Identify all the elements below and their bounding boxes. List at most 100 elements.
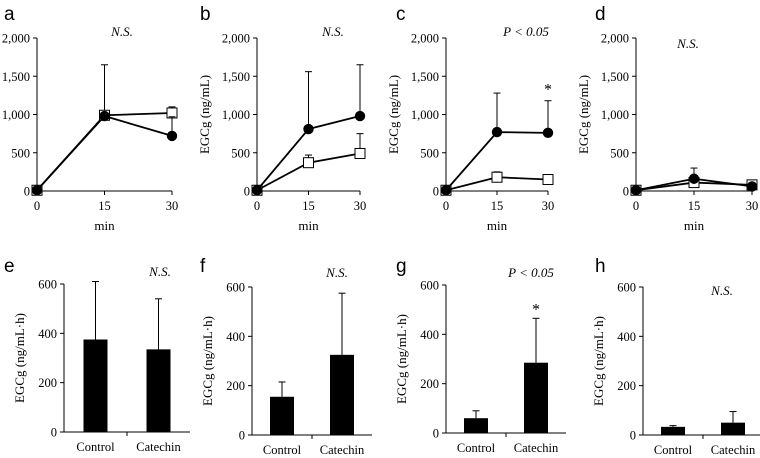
y-tick-label: 400: [420, 328, 439, 342]
y-tick-label: 0: [433, 185, 439, 199]
x-category-label: Control: [654, 443, 693, 457]
series-open-square: [31, 64, 178, 196]
y-tick-label: 0: [433, 427, 439, 441]
y-axis-label: EGCg (ng/mL·h): [12, 313, 27, 403]
bar: [661, 426, 685, 435]
y-tick-label: 200: [38, 376, 57, 390]
panel-c: c P < 0.05 0 500 1,000 1,500 2,000 EGCg (ng/mL)…: [386, 4, 554, 233]
significance-annotation: N.S.: [325, 265, 348, 280]
x-category-label: Control: [76, 440, 115, 454]
y-tick-label: 500: [11, 146, 30, 160]
significance-annotation: P < 0.05: [502, 24, 549, 39]
data-point: [542, 127, 554, 139]
y-tick-label: 1,500: [601, 70, 629, 84]
panel-letter: c: [396, 4, 406, 25]
significance-annotation: N.S.: [148, 264, 171, 279]
data-point: [354, 110, 366, 122]
bar: [721, 422, 745, 435]
y-axis-label: EGCg (ng/mL·h): [591, 316, 606, 406]
data-point: [688, 173, 700, 184]
y-axis-label: EGCg (ng/mL): [386, 75, 401, 154]
x-axis-label: min: [487, 218, 508, 233]
panel-f: f N.S. 0 200 400 600 EGCg (ng/mL·h) Control Cate…: [200, 256, 372, 457]
x-tick-label: 0: [443, 199, 449, 213]
x-axis-label: min: [298, 218, 319, 233]
x-category-label: Catechin: [136, 440, 181, 454]
x-tick-label: 15: [98, 199, 111, 213]
data-point: [251, 185, 263, 196]
y-tick-label: 400: [617, 330, 636, 344]
x-axis-label: min: [94, 218, 115, 233]
x-tick-label: 0: [633, 199, 639, 213]
data-point: [491, 171, 503, 183]
y-tick-label: 1,500: [2, 70, 30, 84]
y-tick-label: 600: [38, 278, 57, 292]
x-category-label: Catechin: [320, 443, 365, 457]
panel-letter: h: [595, 256, 606, 277]
panel-e: e N.S. 0 200 400 600 EGCg (ng/mL·h) Control Cate…: [4, 256, 190, 454]
data-point: [542, 174, 554, 186]
x-axis-label: min: [684, 218, 705, 233]
bar: [464, 418, 488, 433]
bar: [524, 362, 548, 433]
x-tick-label: 30: [354, 199, 367, 213]
series-filled-circle: [251, 64, 366, 196]
y-tick-label: 600: [226, 281, 245, 295]
significance-annotation: N.S.: [710, 283, 733, 298]
bar: [270, 396, 294, 435]
y-tick-label: 1,500: [411, 70, 439, 84]
y-tick-label: 400: [38, 327, 57, 341]
panel-letter: a: [4, 4, 15, 25]
data-point: [354, 148, 366, 160]
bar: [146, 349, 171, 432]
significance-star: *: [544, 82, 552, 99]
data-point: [746, 181, 758, 192]
y-tick-label: 200: [617, 379, 636, 393]
bar: [83, 339, 108, 432]
y-axis-label: EGCg (ng/mL·h): [394, 314, 409, 404]
y-tick-label: 500: [231, 146, 250, 160]
data-point: [491, 126, 503, 138]
series-filled-circle: [440, 92, 554, 196]
x-tick-label: 30: [166, 199, 179, 213]
y-tick-label: 1,000: [222, 108, 250, 122]
bar: [330, 354, 354, 435]
x-tick-label: 0: [254, 199, 260, 213]
y-tick-label: 2,000: [601, 32, 629, 46]
y-axis-label: EGCg (ng/mL): [197, 75, 212, 154]
y-tick-label: 0: [630, 429, 636, 443]
x-tick-label: 15: [688, 199, 701, 213]
y-tick-label: 200: [420, 377, 439, 391]
data-point: [630, 185, 642, 196]
y-tick-label: 0: [623, 185, 629, 199]
panel-letter: d: [595, 4, 606, 25]
y-tick-label: 0: [239, 429, 245, 443]
y-axis-label: EGCg (ng/mL): [576, 75, 591, 154]
data-point: [31, 185, 43, 196]
y-tick-label: 0: [51, 426, 57, 440]
x-category-label: Catechin: [514, 441, 559, 455]
significance-annotation: P < 0.05: [507, 265, 554, 280]
y-tick-label: 0: [24, 185, 30, 199]
y-tick-label: 600: [420, 279, 439, 293]
series-open-square: [251, 133, 366, 196]
panel-letter: g: [396, 256, 407, 277]
x-tick-label: 30: [542, 199, 555, 213]
y-tick-label: 600: [617, 281, 636, 295]
panel-letter: b: [200, 4, 211, 25]
y-tick-label: 0: [244, 185, 250, 199]
y-tick-label: 500: [420, 146, 439, 160]
series-line: [36, 115, 173, 191]
y-tick-label: 2,000: [411, 32, 439, 46]
x-category-label: Catechin: [711, 443, 756, 457]
series-line: [36, 112, 173, 191]
panel-h: h N.S. 0 200 400 600 EGCg (ng/mL·h) Control Cate…: [591, 256, 760, 457]
significance-annotation: N.S.: [110, 24, 133, 39]
panel-letter: f: [200, 256, 206, 277]
y-tick-label: 1,000: [601, 108, 629, 122]
x-tick-label: 30: [746, 199, 759, 213]
y-tick-label: 1,500: [222, 70, 250, 84]
significance-star: *: [532, 301, 540, 318]
y-tick-label: 2,000: [2, 32, 30, 46]
